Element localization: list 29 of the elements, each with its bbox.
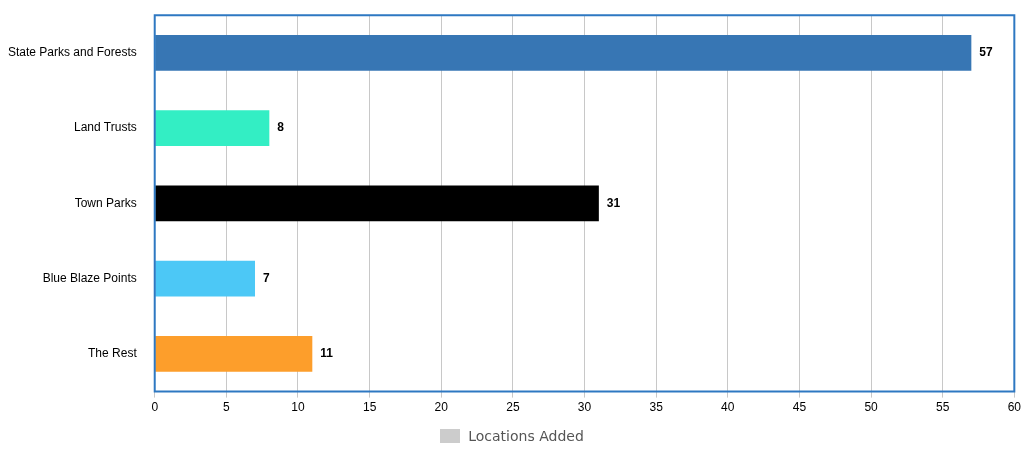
bar (155, 260, 256, 297)
data-label: 57 (979, 45, 994, 60)
x-tick-label: 35 (649, 400, 664, 415)
x-tick-label: 40 (721, 400, 735, 415)
bar (155, 34, 972, 71)
bar (155, 185, 599, 222)
x-tick-label: 55 (936, 400, 950, 415)
bar (155, 110, 270, 146)
data-label: 8 (277, 120, 285, 135)
data-label: 7 (263, 270, 271, 285)
y-tick-label: The Rest (88, 346, 138, 361)
y-tick-label: Town Parks (74, 195, 137, 210)
x-tick-label: 60 (1007, 400, 1022, 415)
y-tick-label: Land Trusts (74, 120, 137, 135)
x-tick-label: 15 (362, 400, 377, 415)
data-label: 11 (320, 346, 334, 361)
data-label: 31 (606, 195, 621, 210)
bar (155, 336, 313, 372)
text: Locations Added (468, 428, 584, 444)
x-tick-label: 0 (151, 400, 159, 415)
x-tick-label: 30 (577, 400, 592, 415)
y-tick-label: State Parks and Forests (7, 45, 137, 60)
x-tick-label: 45 (792, 400, 807, 415)
x-tick-label: 50 (864, 400, 879, 415)
x-tick-label: 25 (506, 400, 520, 415)
x-tick-label: 5 (223, 400, 231, 415)
x-tick-label: 20 (434, 400, 449, 415)
y-tick-label: Blue Blaze Points (42, 270, 137, 285)
x-tick-label: 10 (291, 400, 305, 415)
